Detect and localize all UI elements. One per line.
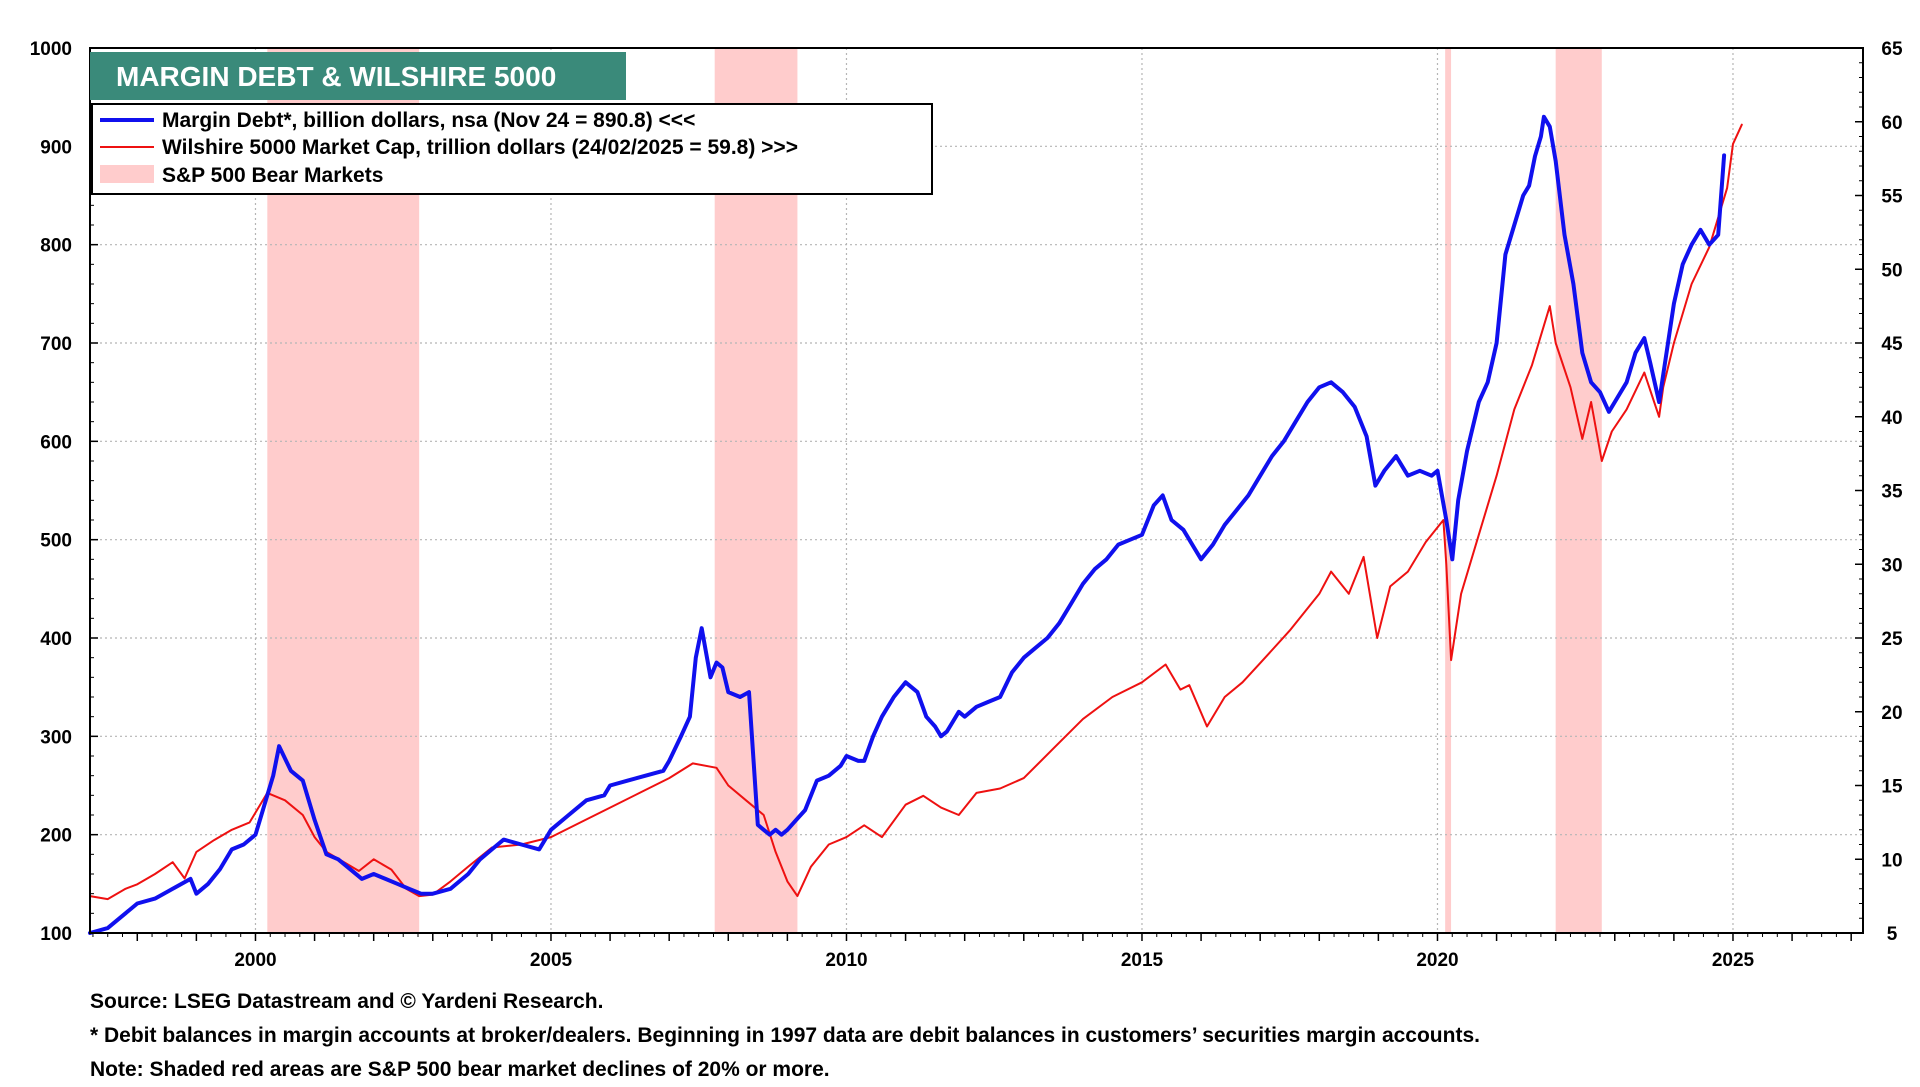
margin-debt-line	[88, 114, 1727, 935]
bear-market-band-1	[267, 48, 420, 933]
title-background	[90, 52, 626, 100]
bear-market-band-3	[1445, 48, 1452, 933]
legend-label-margin-debt: Margin Debt*, billion dollars, nsa (Nov …	[162, 109, 695, 132]
legend-label-wilshire: Wilshire 5000 Market Cap, trillion dolla…	[162, 136, 798, 159]
right-tick-label: 40	[1881, 408, 1902, 429]
right-tick-label: 45	[1881, 334, 1903, 355]
debit-balance-note: * Debit balances in margin accounts at b…	[90, 1024, 1480, 1047]
series-lines	[88, 114, 1743, 935]
left-tick-label: 600	[40, 432, 72, 453]
bear-market-shading	[267, 48, 1602, 933]
right-tick-label: 60	[1881, 113, 1902, 134]
legend-label-bear: S&P 500 Bear Markets	[162, 164, 383, 187]
left-tick-label: 900	[40, 137, 72, 158]
shading-note: Note: Shaded red areas are S&P 500 bear …	[90, 1058, 830, 1081]
x-tick-label: 2025	[1712, 950, 1755, 971]
right-tick-label: 35	[1881, 482, 1903, 503]
left-axis-labels: 100 200 300 400 500 600 700 800 900 1000	[30, 39, 72, 945]
left-tick-label: 700	[40, 334, 72, 355]
x-tick-label: 2020	[1416, 950, 1458, 971]
right-tick-label: 15	[1881, 777, 1903, 798]
right-tick-label: 10	[1881, 850, 1902, 871]
x-tick-label: 2015	[1121, 950, 1164, 971]
right-tick-label: 25	[1881, 629, 1903, 650]
bear-market-band-4	[1555, 48, 1602, 933]
legend-box	[91, 103, 933, 195]
left-tick-label: 200	[40, 826, 72, 847]
source-note: Source: LSEG Datastream and © Yardeni Re…	[90, 990, 604, 1013]
left-tick-label: 100	[40, 924, 72, 945]
left-tick-label: 300	[40, 727, 72, 748]
x-tick-label: 2000	[234, 950, 276, 971]
right-tick-label: 5	[1887, 924, 1898, 945]
left-tick-label: 500	[40, 531, 72, 552]
left-tick-label: 1000	[30, 39, 72, 60]
right-tick-label: 65	[1881, 39, 1903, 60]
x-tick-label: 2005	[530, 950, 573, 971]
chart-title: MARGIN DEBT & WILSHIRE 5000	[116, 61, 556, 92]
left-tick-label: 400	[40, 629, 72, 650]
footnotes: Source: LSEG Datastream and © Yardeni Re…	[90, 985, 1480, 1087]
right-tick-label: 20	[1881, 703, 1902, 724]
right-tick-label: 30	[1881, 555, 1902, 576]
x-axis-labels: 2000 2005 2010 2015 2020 2025	[234, 950, 1754, 971]
chart-title-box: MARGIN DEBT & WILSHIRE 5000	[90, 52, 626, 100]
x-tick-label: 2010	[825, 950, 867, 971]
right-tick-label: 50	[1881, 260, 1902, 281]
gridlines	[90, 48, 1863, 933]
right-axis-labels: 5 10 15 20 25 30 35 40 45 50 55 60 65	[1881, 39, 1903, 945]
legend-swatch-bear	[100, 165, 154, 183]
plot-frame	[89, 47, 1864, 934]
right-tick-label: 55	[1881, 187, 1903, 208]
left-tick-label: 800	[40, 236, 72, 257]
legend: Margin Debt*, billion dollars, nsa (Nov …	[91, 103, 933, 195]
